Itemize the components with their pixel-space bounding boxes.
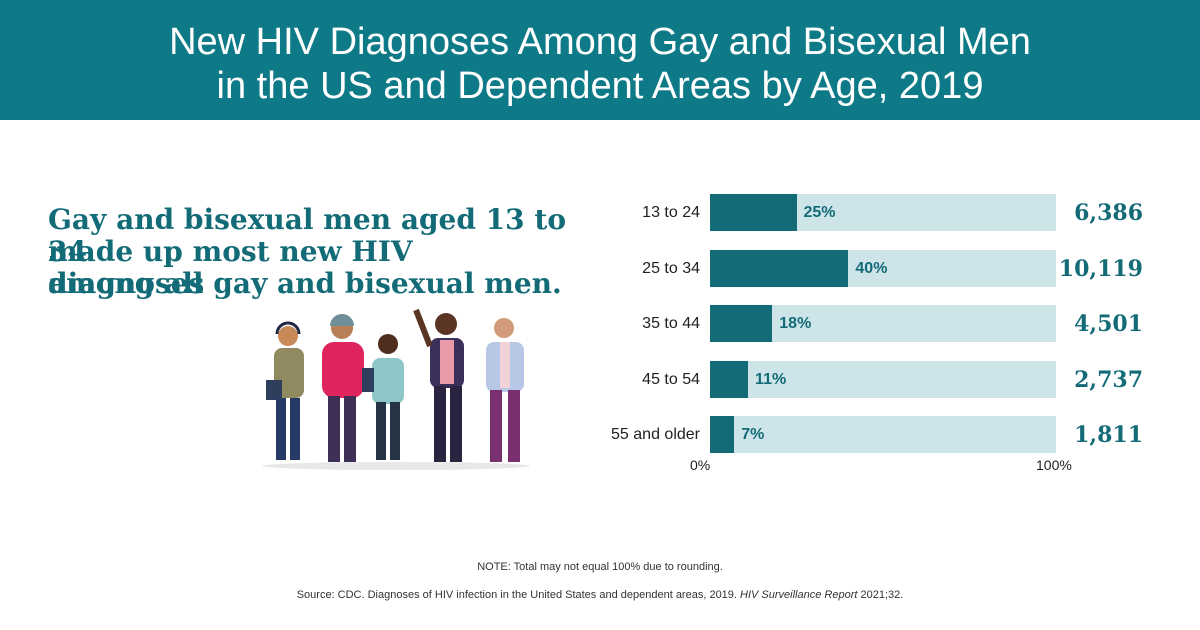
person-5-figure [486,318,524,462]
bar-value-label: 18% [779,314,812,332]
person-3-figure [362,334,404,460]
source-text: Source: CDC. Diagnoses of HIV infection … [296,589,741,601]
count-label: 10,119 [1058,255,1143,282]
page-title-line-1: New HIV Diagnoses Among Gay and Bisexual… [169,21,1031,63]
category-label: 13 to 24 [642,203,700,221]
group-of-men-illustration [262,308,530,470]
count-label: 4,501 [1074,310,1143,337]
footnote: NOTE: Total may not equal 100% due to ro… [477,561,723,573]
bar [710,250,849,287]
page-title-line-2: in the US and Dependent Areas by Age, 20… [216,65,984,107]
person-2-figure [322,314,364,462]
x-axis-tick-0: 0% [690,457,711,473]
bar-value-label: 40% [855,259,888,277]
person-4-figure [413,308,464,462]
category-label: 25 to 34 [642,259,700,277]
bar [710,305,773,342]
bar [710,416,735,453]
count-label: 6,386 [1074,199,1143,226]
callout-line-1: Gay and bisexual men aged 13 to 34 [48,203,566,268]
category-label: 35 to 44 [642,314,700,332]
count-label: 1,811 [1074,421,1143,448]
bar-value-label: 25% [803,203,836,221]
header-banner: New HIV Diagnoses Among Gay and Bisexual… [0,0,1200,120]
category-label: 45 to 54 [642,370,700,388]
count-label: 2,737 [1074,366,1143,393]
bar [710,361,749,398]
source-citation: Source: CDC. Diagnoses of HIV infection … [0,588,1200,602]
callout-line-2: made up most new HIV diagnoses [48,235,413,300]
bar-value-label: 11% [755,370,787,388]
x-axis-tick-100: 100% [1036,457,1072,473]
bar-track [710,416,1056,453]
source-suffix: 2021;32. [857,589,904,601]
bar-value-label: 7% [741,425,765,443]
source-italic: HIV Surveillance Report [740,589,858,601]
person-1-figure [266,321,304,460]
category-label: 55 and older [611,425,700,443]
bar-track [710,361,1056,398]
bar [710,194,797,231]
callout-line-3: among all gay and bisexual men. [48,267,562,300]
